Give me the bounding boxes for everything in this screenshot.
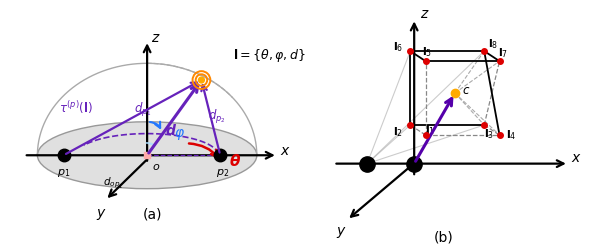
Text: $d_{p_1}$: $d_{p_1}$: [134, 101, 152, 119]
Text: $\boldsymbol{\theta}$: $\boldsymbol{\theta}$: [228, 153, 241, 169]
Text: $p_2$: $p_2$: [216, 167, 229, 179]
Text: $\mathbf{l}=\{\theta,\varphi,d\}$: $\mathbf{l}=\{\theta,\varphi,d\}$: [233, 47, 305, 65]
Text: (b): (b): [434, 231, 454, 244]
Text: $p_1$: $p_1$: [57, 167, 70, 179]
Text: $d_{p_2}$: $d_{p_2}$: [208, 108, 226, 125]
Text: $x$: $x$: [571, 151, 582, 165]
Text: $y$: $y$: [336, 226, 347, 240]
Polygon shape: [146, 143, 155, 146]
Text: (a): (a): [142, 208, 162, 222]
Text: $\mathbf{l}_{5}$: $\mathbf{l}_{5}$: [422, 45, 432, 59]
Text: $z$: $z$: [152, 31, 161, 45]
Text: $\mathbf{l}_{8}$: $\mathbf{l}_{8}$: [488, 38, 499, 51]
Text: $d_{op_1}$: $d_{op_1}$: [104, 175, 124, 190]
Circle shape: [199, 77, 204, 83]
Text: $c$: $c$: [462, 84, 470, 97]
Text: $\varphi$: $\varphi$: [174, 127, 185, 142]
Text: $x$: $x$: [280, 144, 290, 158]
Text: $z$: $z$: [419, 8, 429, 21]
Text: $\mathbf{l}_{6}$: $\mathbf{l}_{6}$: [393, 40, 404, 54]
Text: $\mathbf{l}_{7}$: $\mathbf{l}_{7}$: [499, 46, 508, 60]
Text: $\mathbf{l}_{3}$: $\mathbf{l}_{3}$: [484, 128, 494, 141]
Text: $o$: $o$: [152, 162, 161, 172]
Text: $\boldsymbol{d}$: $\boldsymbol{d}$: [165, 123, 177, 138]
Text: $\mathbf{l}_{2}$: $\mathbf{l}_{2}$: [393, 125, 403, 139]
Ellipse shape: [38, 122, 257, 189]
Text: $\mathbf{l}_{4}$: $\mathbf{l}_{4}$: [507, 128, 517, 142]
Text: $\tau^{(p)}(\mathbf{l})$: $\tau^{(p)}(\mathbf{l})$: [59, 100, 93, 116]
Text: $\mathbf{l}_{1}$: $\mathbf{l}_{1}$: [425, 123, 435, 137]
Text: $y$: $y$: [96, 207, 107, 223]
